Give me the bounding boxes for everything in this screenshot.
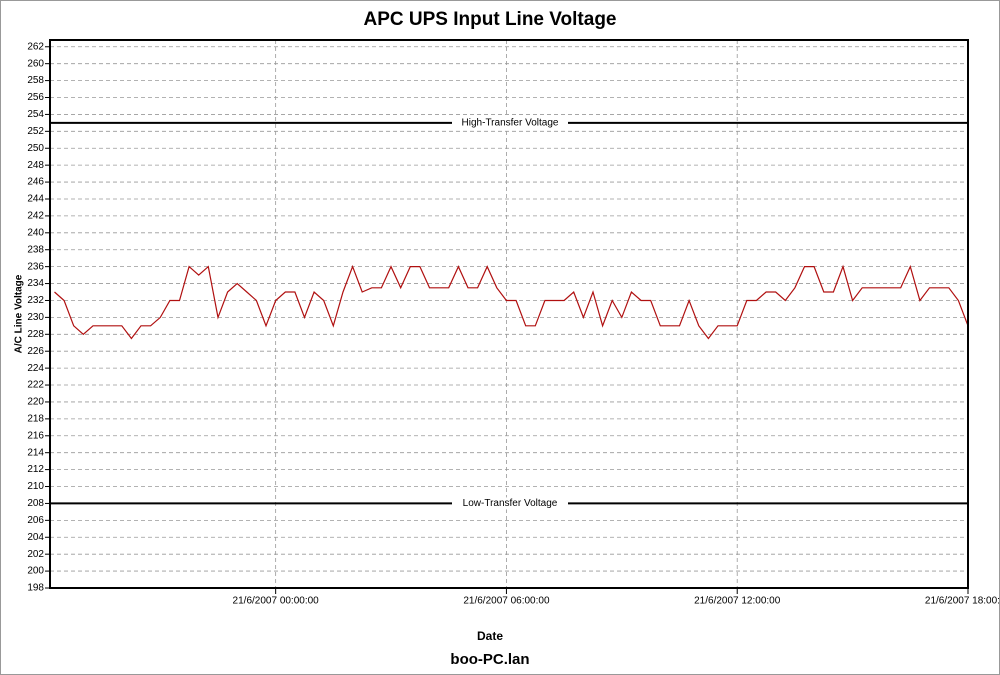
y-tick-label: 210 [27,481,44,492]
y-tick-label: 260 [27,58,44,69]
y-axis-label: A/C Line Voltage [14,274,25,353]
chart-title: APC UPS Input Line Voltage [364,9,617,30]
plot-border [49,39,969,589]
x-tick-label: 21/6/2007 12:00:00 [694,596,781,607]
y-tick-label: 244 [27,194,44,205]
reference-label: High-Transfer Voltage [462,118,559,129]
y-tick-label: 242 [27,211,44,222]
y-tick-label: 258 [27,75,44,86]
y-tick-label: 208 [27,498,44,509]
y-tick-label: 200 [27,566,44,577]
y-tick-label: 222 [27,380,44,391]
y-tick-label: 216 [27,430,44,441]
reference-label-bg [452,497,568,510]
y-tick-label: 214 [27,447,44,458]
y-tick-label: 234 [27,278,44,289]
y-tick-label: 250 [27,143,44,154]
x-tick-label: 21/6/2007 18:00:00 [925,596,1000,607]
y-tick-label: 212 [27,464,44,475]
y-tick-label: 236 [27,261,44,272]
x-tick-label: 21/6/2007 06:00:00 [463,596,550,607]
y-tick-label: 262 [27,41,44,52]
y-tick-label: 204 [27,532,44,543]
y-tick-label: 202 [27,549,44,560]
y-tick-label: 198 [27,583,44,594]
x-axis-label: Date [477,629,503,643]
series-line [54,264,969,340]
y-tick-label: 206 [27,515,44,526]
y-tick-label: 246 [27,177,44,188]
x-tick-label: 21/6/2007 00:00:00 [233,596,320,607]
y-tick-label: 254 [27,109,44,120]
reference-label-bg [452,116,568,129]
y-tick-label: 230 [27,312,44,323]
footer: boo-PC.lan [450,651,529,668]
y-tick-label: 238 [27,244,44,255]
y-tick-label: 218 [27,414,44,425]
y-tick-label: 248 [27,160,44,171]
y-tick-label: 226 [27,346,44,357]
reference-label: Low-Transfer Voltage [463,498,558,509]
y-tick-label: 256 [27,92,44,103]
y-tick-label: 220 [27,397,44,408]
y-tick-label: 232 [27,295,44,306]
y-tick-label: 224 [27,363,44,374]
y-tick-label: 228 [27,329,44,340]
y-tick-label: 240 [27,227,44,238]
y-tick-label: 252 [27,126,44,137]
